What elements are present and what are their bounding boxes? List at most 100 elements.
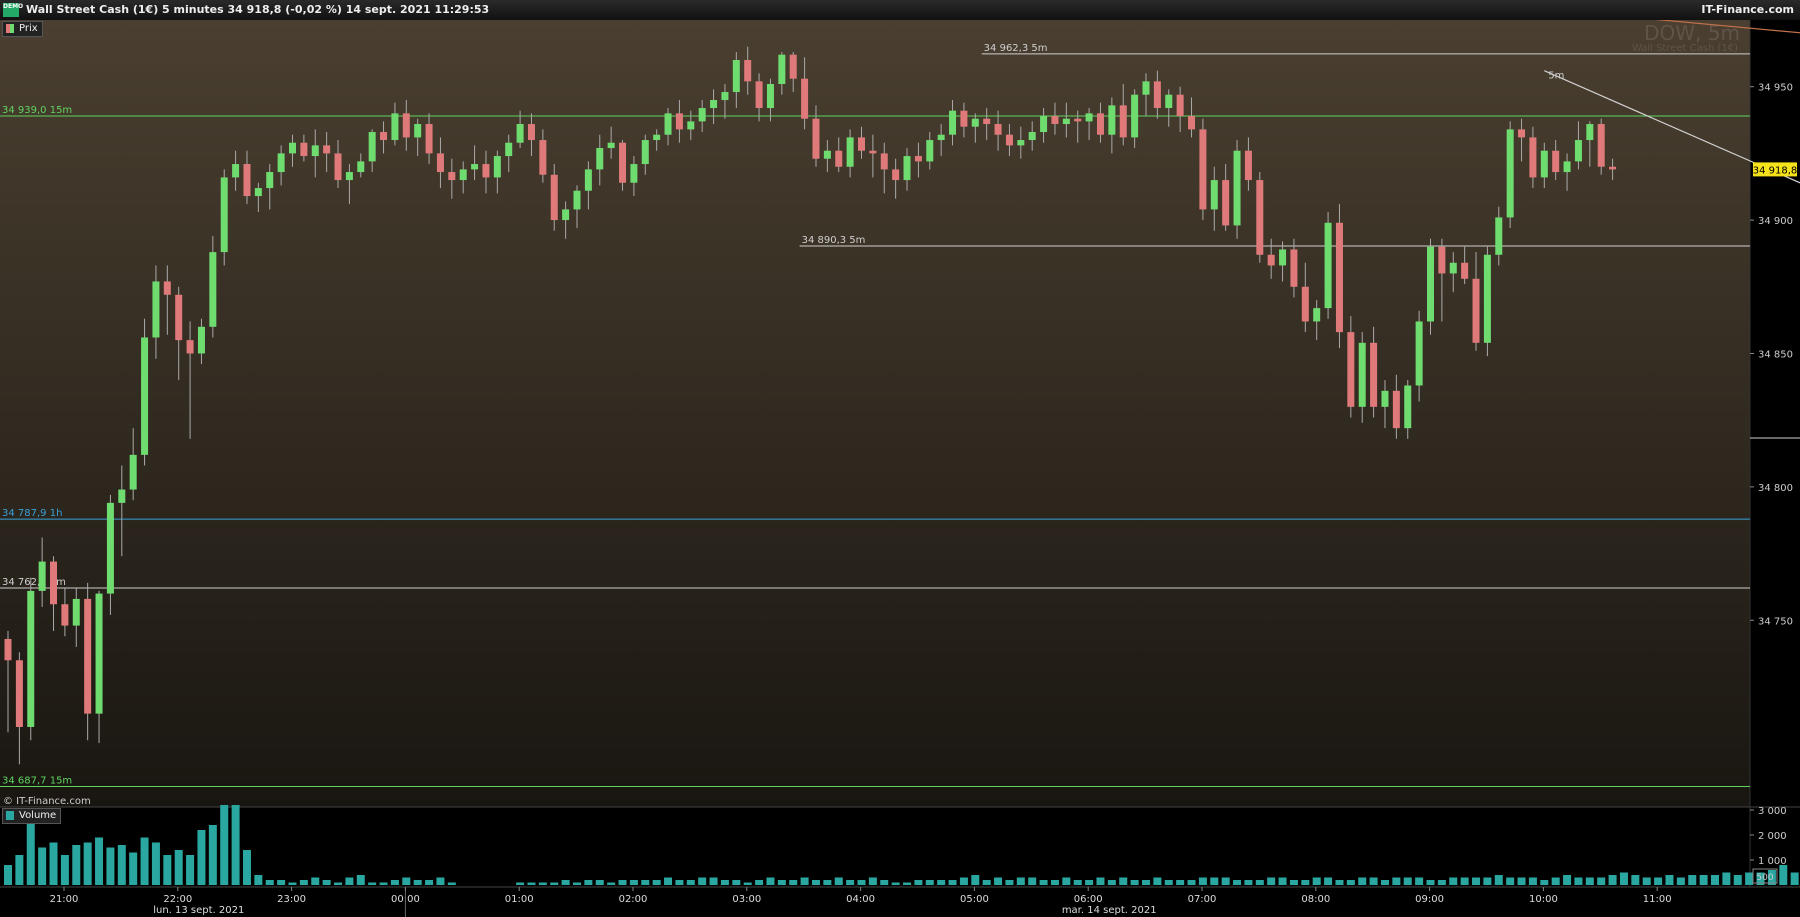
candle-body	[1427, 246, 1434, 322]
candle-body	[471, 164, 479, 170]
volume-bar	[1050, 880, 1059, 885]
volume-bar	[38, 847, 47, 885]
candle-body	[527, 124, 535, 141]
candle-body	[414, 124, 422, 138]
volume-bar	[789, 880, 798, 885]
candle-body	[1358, 342, 1366, 407]
candle-body	[72, 598, 80, 626]
candle-body	[448, 172, 456, 181]
candle-body	[983, 118, 991, 125]
candle-body	[300, 142, 308, 157]
volume-bar	[834, 877, 843, 885]
time-tick-label: 21:00	[50, 894, 79, 905]
volume-bar	[595, 880, 604, 885]
candle-body	[493, 156, 501, 178]
time-tick-label: 11:00	[1643, 894, 1672, 905]
volume-bar	[447, 882, 456, 885]
volume-bar	[208, 825, 217, 885]
volume-bar	[538, 882, 547, 885]
volume-bar	[527, 882, 536, 885]
candle-body	[505, 142, 513, 157]
candle-body	[698, 108, 706, 122]
volume-bar	[1756, 872, 1765, 885]
candle-body	[106, 502, 114, 594]
date-label: mar. 14 sept. 2021	[1062, 905, 1157, 916]
volume-bar	[299, 880, 308, 885]
volume-bar	[106, 847, 115, 885]
volume-bar	[1380, 880, 1389, 885]
demo-badge: DEMO	[3, 3, 23, 17]
volume-bar	[1198, 877, 1207, 885]
candle-body	[163, 281, 171, 295]
volume-bar	[720, 880, 729, 885]
volume-bar	[140, 837, 149, 885]
time-tick-label: 22:00	[163, 894, 192, 905]
candle-body	[630, 164, 638, 183]
volume-bar	[982, 880, 991, 885]
volume-bar	[242, 850, 251, 885]
date-label: lun. 13 sept. 2021	[153, 905, 244, 916]
last-price-label: 34 918,8	[1753, 165, 1798, 176]
time-tick-label: 03:00	[732, 894, 761, 905]
volume-bar	[1654, 877, 1663, 885]
candle-body	[653, 134, 661, 141]
volume-bar	[698, 877, 707, 885]
candle-body	[516, 124, 524, 143]
candle-body	[937, 134, 945, 141]
volume-bar	[959, 877, 968, 885]
candle-body	[1540, 150, 1548, 178]
volume-bar	[1642, 877, 1651, 885]
title-bar: DEMO Wall Street Cash (1€) 5 minutes 34 …	[0, 0, 1800, 21]
volume-bar	[1107, 880, 1116, 885]
price-tick-label: 34 750	[1758, 616, 1793, 627]
volume-bar	[686, 880, 695, 885]
candle-body	[1017, 140, 1025, 146]
candle-body	[402, 113, 410, 138]
candle-body	[266, 172, 274, 189]
volume-bar	[550, 882, 559, 885]
volume-bar	[971, 875, 980, 885]
candle-body	[84, 598, 92, 714]
candle-body	[1370, 342, 1378, 407]
volume-bar	[95, 837, 104, 885]
volume-bar	[1346, 880, 1355, 885]
volume-bar	[664, 877, 673, 885]
level-label-2: 34 762,1 5m	[2, 577, 66, 588]
candle-body	[846, 137, 854, 167]
candle-body	[721, 92, 729, 101]
volume-bar	[368, 882, 377, 885]
volume-bar	[1267, 877, 1276, 885]
tab-price[interactable]: Prix	[2, 21, 43, 37]
candle-body	[243, 164, 251, 197]
tab-volume[interactable]: Volume	[2, 808, 62, 824]
volume-bar	[197, 830, 206, 885]
candle-body	[1290, 249, 1298, 287]
candle-body	[220, 177, 228, 253]
volume-bar	[1096, 877, 1105, 885]
volume-bar	[72, 845, 81, 885]
volume-bar	[823, 880, 832, 885]
candle-body	[1119, 105, 1127, 138]
price-panel-background	[0, 20, 1750, 807]
candle-body	[812, 118, 820, 159]
volume-bar	[356, 875, 365, 885]
candle-body	[459, 169, 467, 181]
volume-bar	[1403, 877, 1412, 885]
volume-bar	[26, 812, 35, 885]
tab-volume-label: Volume	[19, 810, 57, 821]
volume-bar	[1016, 877, 1025, 885]
volume-bar	[652, 880, 661, 885]
candle-body	[732, 60, 740, 93]
candle-body	[1074, 118, 1082, 122]
trendline-5m[interactable]	[1544, 70, 1800, 380]
volume-bar	[231, 805, 240, 885]
chart-area[interactable]: DOW, 5m Wall Street Cash (1€) © IT-Finan…	[0, 20, 1800, 917]
candle-body	[789, 54, 797, 79]
volume-bar	[629, 880, 638, 885]
volume-bar	[948, 880, 957, 885]
volume-bar	[1028, 877, 1037, 885]
volume-bar	[1324, 877, 1333, 885]
level-label-4: 34 962,3 5m	[984, 43, 1048, 54]
volume-bar	[891, 882, 900, 885]
volume-bar	[1176, 880, 1185, 885]
